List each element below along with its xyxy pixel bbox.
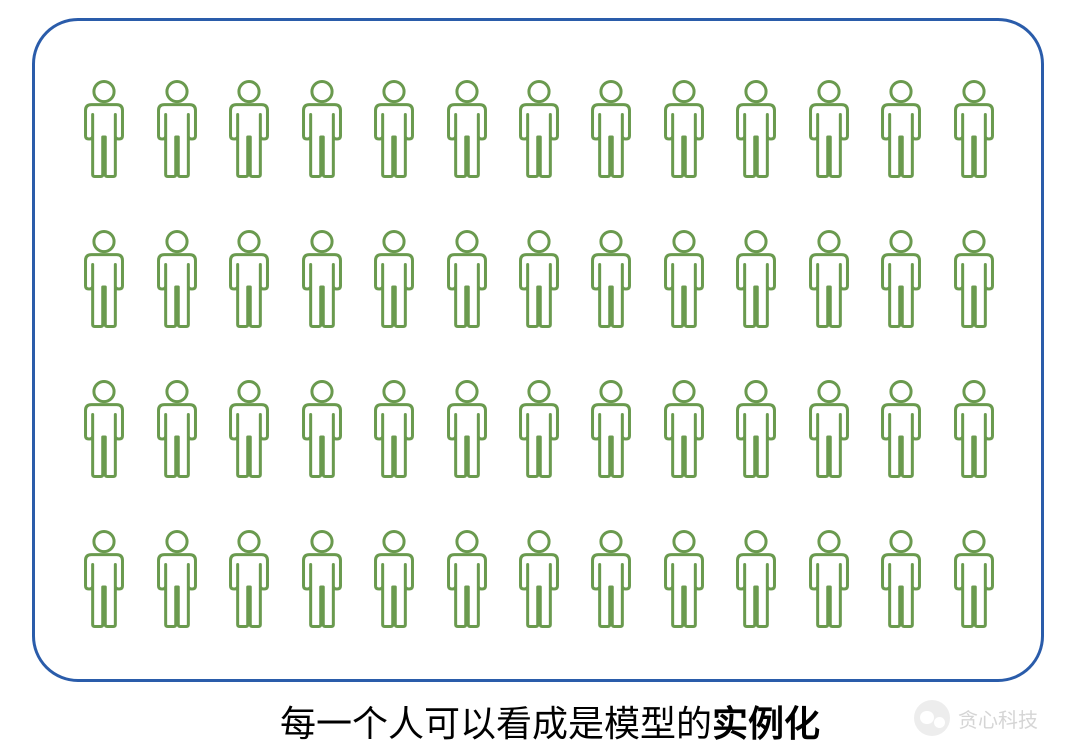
person-icon <box>735 379 777 479</box>
person-icon <box>83 229 125 329</box>
person-icon <box>880 79 922 179</box>
watermark-text: 贪心科技 <box>958 704 1038 733</box>
person-icon <box>83 379 125 479</box>
watermark: 贪心科技 <box>914 700 1038 736</box>
person-icon <box>663 379 705 479</box>
person-icon <box>446 79 488 179</box>
person-icon <box>953 529 995 629</box>
person-icon <box>880 529 922 629</box>
person-icon <box>735 79 777 179</box>
person-icon <box>953 79 995 179</box>
person-icon <box>373 379 415 479</box>
person-icon <box>373 79 415 179</box>
person-icon <box>301 379 343 479</box>
person-icon <box>156 379 198 479</box>
person-icon <box>735 529 777 629</box>
person-icon <box>301 529 343 629</box>
person-icon <box>83 529 125 629</box>
caption-text: 每一个人可以看成是模型的实例化 <box>280 695 820 747</box>
caption-prefix: 每一个人可以看成是模型的 <box>280 703 712 744</box>
person-icon <box>590 229 632 329</box>
person-icon <box>663 229 705 329</box>
person-icon <box>808 79 850 179</box>
person-icon <box>590 79 632 179</box>
person-icon <box>880 379 922 479</box>
person-icon <box>228 529 270 629</box>
person-icon <box>301 229 343 329</box>
person-icon <box>373 529 415 629</box>
person-icon <box>518 379 560 479</box>
person-icon <box>518 229 560 329</box>
caption-bold: 实例化 <box>712 703 820 744</box>
person-icon <box>156 529 198 629</box>
person-icon <box>880 229 922 329</box>
person-grid <box>80 74 998 634</box>
person-icon <box>446 229 488 329</box>
person-icon <box>518 79 560 179</box>
person-icon <box>228 79 270 179</box>
person-icon <box>953 379 995 479</box>
watermark-logo-icon <box>914 700 950 736</box>
person-icon <box>446 379 488 479</box>
person-icon <box>953 229 995 329</box>
person-icon <box>83 79 125 179</box>
person-icon <box>808 229 850 329</box>
person-icon <box>663 79 705 179</box>
person-icon <box>808 379 850 479</box>
person-icon <box>373 229 415 329</box>
person-icon <box>228 379 270 479</box>
person-icon <box>228 229 270 329</box>
person-icon <box>663 529 705 629</box>
person-icon <box>301 79 343 179</box>
person-icon <box>518 529 560 629</box>
person-icon <box>735 229 777 329</box>
person-icon <box>808 529 850 629</box>
person-icon <box>590 529 632 629</box>
person-icon <box>590 379 632 479</box>
person-icon <box>446 529 488 629</box>
person-icon <box>156 229 198 329</box>
person-icon <box>156 79 198 179</box>
